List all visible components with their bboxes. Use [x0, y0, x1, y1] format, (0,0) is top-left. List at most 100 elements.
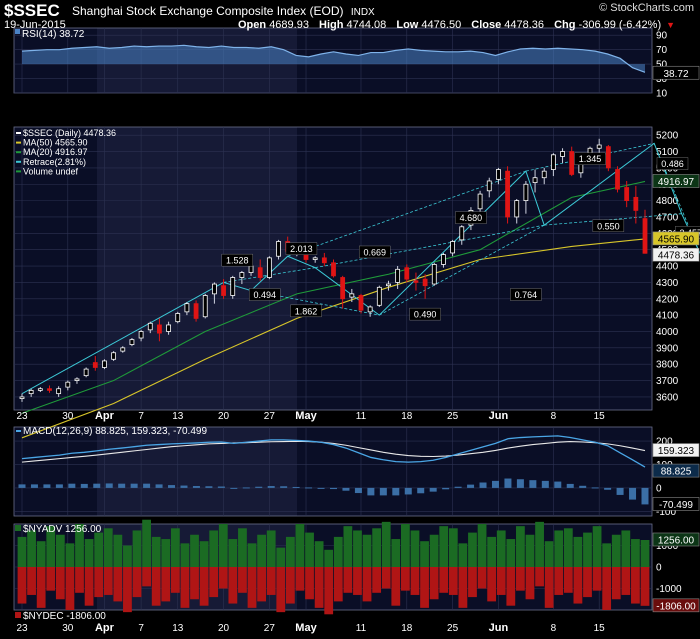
candle [19, 393, 25, 402]
candle-body [560, 151, 565, 157]
breadth-tick-label: 1000 [656, 541, 679, 552]
macd-hist-bar [230, 487, 238, 489]
rsi-tick-label: 10 [656, 89, 668, 100]
retrace-label: 0.669 [363, 247, 386, 257]
chart-date: 19-Jun-2015 [4, 19, 66, 31]
candle [276, 239, 281, 260]
macd-panel-border [13, 426, 653, 517]
candle [175, 311, 181, 324]
macd-hist-bar [105, 483, 113, 488]
retrace-label: 4.680 [460, 213, 483, 223]
macd-hist-bar [579, 485, 587, 488]
price-tick-label: 3900 [656, 343, 679, 354]
nyadv-bar [295, 524, 305, 567]
candle [431, 262, 437, 286]
candle-body [486, 180, 492, 192]
nydec-bar [285, 567, 295, 604]
nyadv-bar [94, 532, 104, 567]
nyadv-bar [448, 528, 458, 567]
candle [349, 288, 355, 303]
nydec-bar [506, 567, 516, 606]
candle [102, 359, 107, 370]
nydec-legend: $NYDEC -1806.00 [23, 611, 106, 622]
price-tick-label: 4700 [656, 212, 679, 223]
nyadv-bar [506, 539, 516, 567]
retrace-label-box [221, 253, 254, 267]
price-tick-label: 4800 [656, 196, 679, 207]
candle [340, 275, 346, 309]
rsi-line [21, 44, 646, 73]
candle [596, 138, 602, 155]
high-label: High [319, 19, 344, 31]
ma50-value: 4565.90 [658, 234, 695, 245]
candle [477, 190, 483, 214]
candle-body [532, 177, 538, 184]
price-legend-item: Retrace(2.81%) [23, 157, 86, 167]
nydec-bar [17, 567, 27, 604]
nyadv-bar [372, 528, 382, 567]
nydec-legend-swatch [15, 612, 21, 618]
candle [202, 293, 208, 319]
candle-body [37, 388, 43, 391]
nyadv-bar [180, 543, 190, 567]
candle-body [312, 257, 318, 260]
retrace-dashed-line [379, 224, 545, 316]
candle-body [450, 241, 456, 254]
low-label: Low [396, 19, 419, 31]
candle [386, 280, 391, 291]
macd-hist-bar [155, 484, 163, 488]
candle-body [477, 193, 483, 210]
nydec-bar [170, 567, 180, 593]
nydec-bar [410, 567, 420, 595]
nydec-bar [592, 567, 602, 591]
nydec-value-box [652, 598, 700, 613]
retrace-label-box [409, 307, 441, 321]
candle [312, 256, 318, 263]
nyadv-bar [353, 530, 362, 567]
macd-hist-bar [467, 484, 475, 488]
price-tick-label: 3800 [656, 360, 679, 371]
nyadv-bar [285, 536, 295, 567]
high-value: 4744.08 [346, 19, 387, 31]
nydec-bar [400, 567, 410, 591]
close-label: Close [471, 19, 502, 31]
nyadv-bar [142, 519, 151, 567]
price-tick-label: 5200 [656, 131, 679, 142]
candle-body [184, 303, 190, 313]
nyadv-bar [36, 541, 46, 567]
macd-hist-bar [442, 487, 450, 490]
macd-tick-label: 0 [656, 483, 662, 494]
nydec-bar [333, 567, 343, 602]
nyadv-bar [640, 539, 650, 567]
x-axis-label-bottom: Apr [95, 622, 115, 634]
retrace-label: 1.345 [579, 154, 602, 164]
price-tick-label: 3600 [656, 392, 679, 403]
retrace-label-box [359, 245, 391, 259]
retrace-label: 0.550 [597, 221, 620, 231]
candle [367, 305, 373, 317]
candle [404, 264, 410, 283]
macd-hist-bar [255, 486, 263, 488]
x-axis-label: Apr [95, 410, 115, 422]
nyadv-bar [525, 534, 535, 567]
nyadv-bar [333, 536, 343, 567]
macd-hist-value: -70.499 [659, 500, 693, 511]
x-axis-label-bottom: 7 [138, 623, 144, 634]
macd-hist-bar [305, 487, 313, 489]
macd-hist-bar [629, 487, 637, 500]
candle-body [615, 169, 620, 190]
nydec-bar [314, 567, 324, 608]
nydec-bar [218, 567, 228, 589]
candle [422, 274, 428, 299]
nydec-bar [496, 567, 506, 595]
candle-body [111, 352, 117, 360]
nydec-bar [468, 567, 477, 598]
nyadv-bar [621, 530, 631, 567]
candle-body [358, 295, 364, 311]
macd-hist-bar [429, 487, 437, 492]
macd-hist-bar [591, 487, 599, 489]
candle-body [505, 170, 510, 218]
macd-hist-bar [93, 483, 101, 488]
nyadv-bar [305, 532, 314, 567]
nydec-bar [602, 567, 612, 610]
